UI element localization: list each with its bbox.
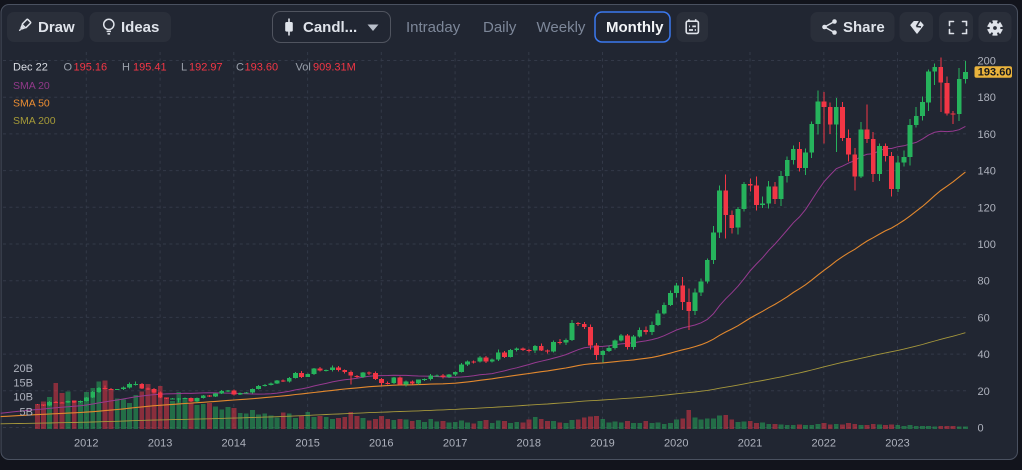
- svg-text:2014: 2014: [222, 438, 246, 450]
- svg-text:192.97: 192.97: [189, 62, 223, 74]
- svg-text:L: L: [181, 62, 187, 74]
- svg-text:SMA 200: SMA 200: [13, 115, 56, 127]
- svg-text:Candl...: Candl...: [303, 19, 357, 36]
- svg-text:2019: 2019: [590, 438, 614, 450]
- svg-text:140: 140: [978, 166, 996, 178]
- svg-text:10B: 10B: [13, 391, 33, 403]
- svg-text:2012: 2012: [74, 438, 98, 450]
- svg-text:195.16: 195.16: [74, 62, 108, 74]
- svg-text:15B: 15B: [13, 377, 33, 389]
- svg-text:193.60: 193.60: [245, 62, 279, 74]
- svg-text:2018: 2018: [517, 438, 541, 450]
- svg-text:80: 80: [978, 276, 990, 288]
- svg-text:909.31M: 909.31M: [313, 62, 356, 74]
- svg-text:160: 160: [978, 129, 996, 141]
- svg-text:5B: 5B: [20, 407, 33, 419]
- svg-text:2016: 2016: [369, 438, 393, 450]
- svg-text:C: C: [236, 62, 244, 74]
- svg-text:20B: 20B: [13, 363, 33, 375]
- svg-text:Draw: Draw: [38, 19, 75, 36]
- svg-text:20: 20: [978, 386, 990, 398]
- svg-text:2022: 2022: [812, 438, 836, 450]
- svg-text:2013: 2013: [148, 438, 172, 450]
- svg-text:H: H: [122, 62, 130, 74]
- svg-text:Ideas: Ideas: [121, 19, 159, 36]
- svg-text:2020: 2020: [664, 438, 688, 450]
- svg-text:O: O: [64, 62, 73, 74]
- svg-text:Weekly: Weekly: [537, 19, 586, 36]
- svg-text:2015: 2015: [295, 438, 319, 450]
- svg-text:180: 180: [978, 92, 996, 104]
- svg-text:193.60: 193.60: [978, 67, 1012, 79]
- svg-text:40: 40: [978, 349, 990, 361]
- svg-text:60: 60: [978, 312, 990, 324]
- svg-text:2023: 2023: [885, 438, 909, 450]
- svg-text:100: 100: [978, 239, 996, 251]
- svg-text:195.41: 195.41: [133, 62, 167, 74]
- svg-text:Dec 22: Dec 22: [13, 62, 48, 74]
- svg-text:2021: 2021: [738, 438, 762, 450]
- svg-text:Vol: Vol: [296, 62, 311, 74]
- svg-text:0: 0: [978, 423, 984, 435]
- svg-text:Intraday: Intraday: [406, 19, 461, 36]
- svg-text:SMA 20: SMA 20: [13, 80, 50, 92]
- svg-text:SMA 50: SMA 50: [13, 97, 50, 109]
- svg-text:Share: Share: [843, 19, 885, 36]
- svg-text:200: 200: [978, 56, 996, 68]
- svg-text:120: 120: [978, 202, 996, 214]
- svg-text:2017: 2017: [443, 438, 467, 450]
- svg-text:Daily: Daily: [483, 19, 517, 36]
- svg-text:Monthly: Monthly: [606, 19, 664, 36]
